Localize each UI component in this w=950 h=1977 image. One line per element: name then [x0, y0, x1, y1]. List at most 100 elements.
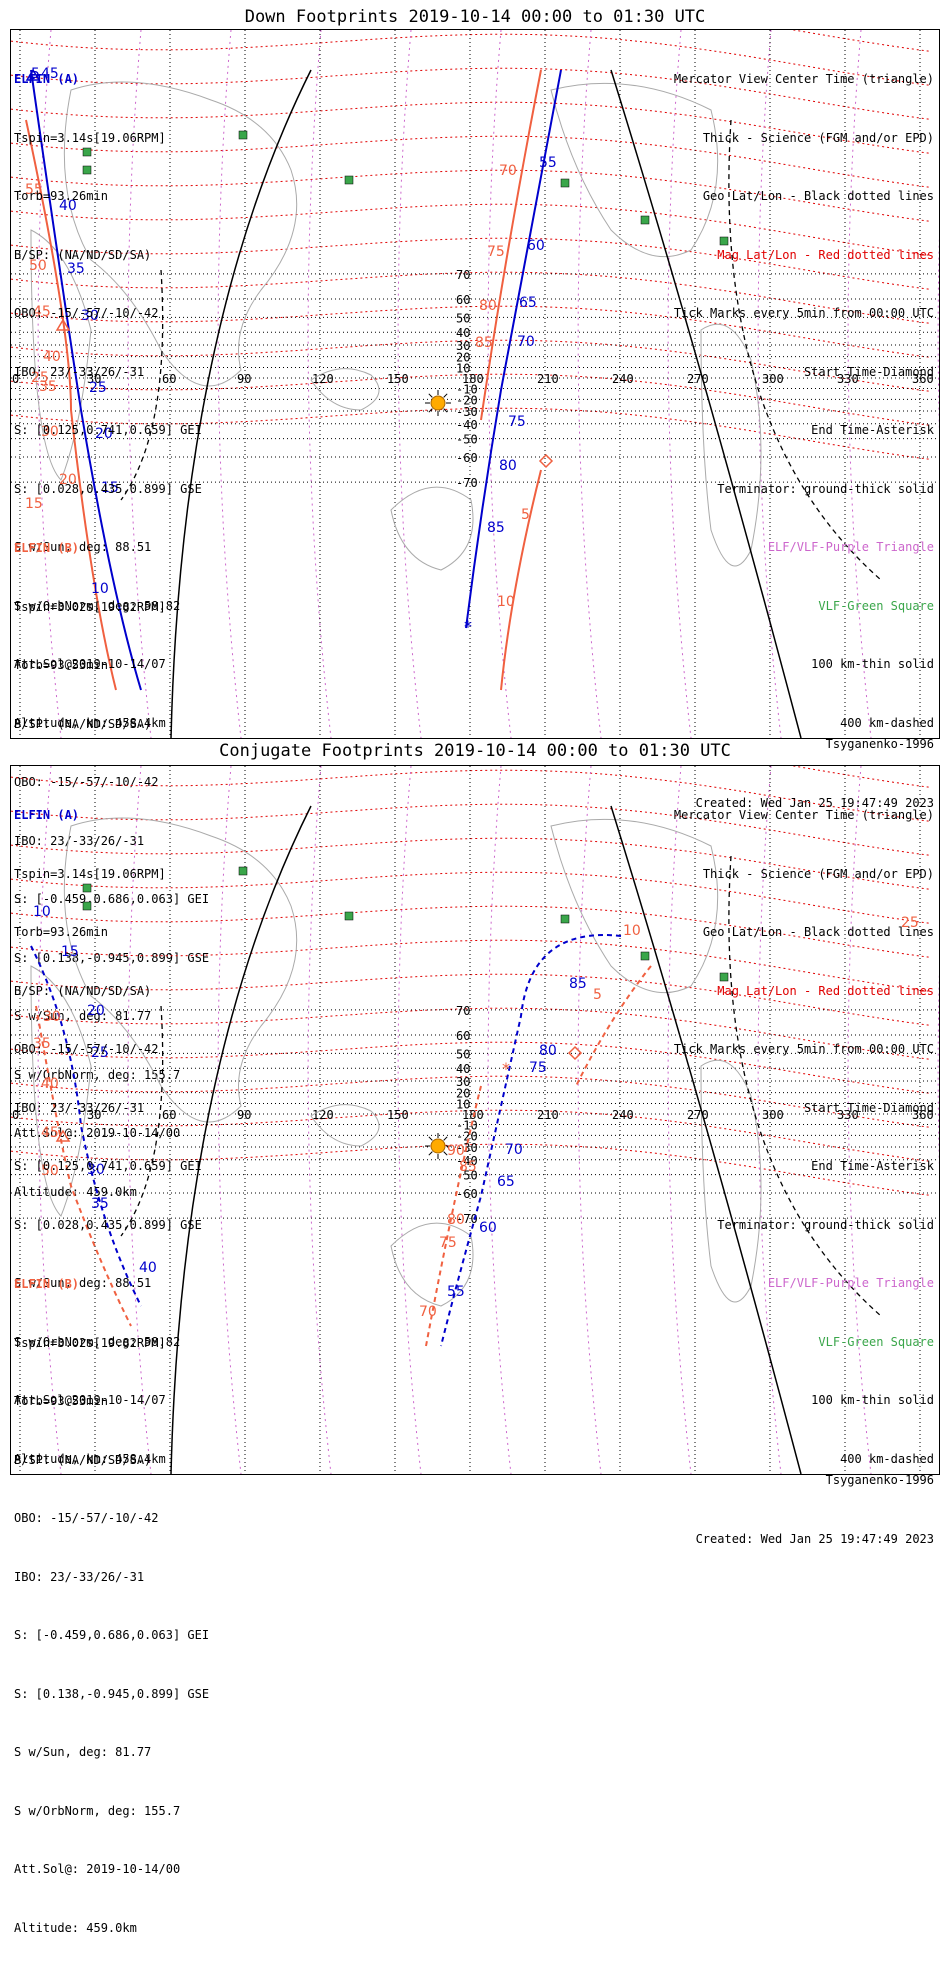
elfin-a-line: S: [0.028,0.435,0.899] GSE: [14, 481, 202, 496]
map-panel-conjugate: 0 30 60 90 120 150 180 210 240 270 300 330 360 70 60 50…: [10, 765, 940, 1935]
mag-lat-line: [11, 1041, 932, 1094]
green-square-icon: [640, 215, 650, 225]
coastline: [310, 368, 380, 411]
lon-label: 360: [912, 1108, 934, 1122]
mag-lon-line: [487, 30, 512, 738]
track-b-tick: 50: [41, 1163, 59, 1179]
panel-title-down: Down Footprints 2019-10-14 00:00 to 01:3…: [244, 7, 706, 27]
mag-lon-line: [217, 766, 242, 1474]
elfin-a-line: S: [0.125,0.741,0.659] GEI: [14, 1159, 202, 1173]
coastline: [310, 1104, 380, 1147]
lat-label: 70: [456, 1004, 470, 1018]
mag-lon-line: [397, 30, 422, 738]
elfin-b-line: S: [-0.459,0.686,0.063] GEI: [14, 892, 210, 906]
legend-item: VLF-Green Square: [818, 1334, 934, 1349]
track-b-tick: 30: [43, 1009, 61, 1025]
track-a-tick: 55: [539, 155, 557, 171]
track-b-tick: 75: [439, 1235, 457, 1251]
mag-lon-line: [757, 30, 782, 738]
mag-lon-line: [937, 235, 939, 432]
mag-lon-line: [577, 766, 602, 1474]
mag-lat-line: [11, 803, 932, 856]
green-square-icon: [238, 866, 248, 876]
legend-item: Thick - Science (FGM and/or EPD): [702, 130, 934, 145]
sun-ray: [428, 1136, 433, 1141]
panel-title-conjugate: Conjugate Footprints 2019-10-14 00:00 to…: [219, 741, 731, 761]
elfin-a-line: OBO: -15/-57/-10/-42: [14, 1042, 159, 1056]
coastline: [550, 818, 719, 994]
elfin-a-line: S w/OrbNorm, deg: 58.82: [14, 1334, 181, 1349]
coastline: [390, 486, 474, 571]
elfin-a-line: Tspin=3.14s[19.06RPM]: [14, 866, 166, 881]
created-timestamp: Created: Wed Jan 25 19:47:49 2023: [695, 1531, 934, 1546]
map-canvas-down: 0 30 60 90 120 150 180 210 240 270 300 330 360706050…: [11, 30, 939, 738]
elfin-b-header: ELFIN (B): [14, 1277, 80, 1291]
elfin-a-line: Torb=93.26min: [14, 189, 108, 203]
track-b-tick: 45: [33, 304, 51, 320]
green-square-icon: [344, 911, 354, 921]
lon-label: 240: [612, 372, 634, 386]
elfin-b-line: B/SP: (NA/ND/SD/SA): [14, 716, 152, 731]
mag-lat-line: [11, 33, 932, 86]
track-a-tick: 85: [487, 520, 505, 536]
terminator-line: [170, 805, 312, 1474]
mag-lon-line: [307, 30, 332, 738]
terminator-400km: [120, 269, 164, 501]
green-square-icon: [344, 175, 354, 185]
sun-ray: [428, 393, 433, 398]
track-a-tick: 15: [101, 480, 119, 496]
elfin-b-line: S: [0.138,-0.945,0.899] GSE: [14, 1686, 210, 1701]
elfin-a-line: S w/Sun, deg: 88.51: [14, 1276, 152, 1290]
track-a-tick: 85: [569, 976, 587, 992]
asterisk-icon: *: [502, 1059, 510, 1078]
elfin-b-line: S w/OrbNorm, deg: 155.7: [14, 1803, 181, 1818]
lon-label: 330: [837, 372, 859, 386]
track-a-tick: 25: [89, 380, 107, 396]
green-square-icon: [238, 130, 248, 140]
track-a-tick: 80: [539, 1043, 557, 1059]
track-b-tick: 70: [499, 163, 517, 179]
triangle-icon: [55, 1129, 71, 1142]
elfin-a-header: ELFIN (A): [14, 72, 80, 86]
mag-lat-line: [11, 101, 932, 154]
track-b-tick: 10: [623, 923, 641, 939]
track-a-tick: 70: [505, 1142, 523, 1158]
elfin-a-line: Att.Sol@2019-10-14/07: [14, 657, 166, 671]
lat-label: -50: [456, 1169, 478, 1183]
elfin-b-line: IBO: 23/-33/26/-31: [14, 1569, 145, 1584]
track-b-tick: 10: [497, 594, 515, 610]
legend-item: Tick Marks every 5min from 00:00 UTC: [673, 1042, 934, 1056]
elfin-b-line: S: [-0.459,0.686,0.063] GEI: [14, 1628, 210, 1642]
elfin-b-line: Torb=93.53min: [14, 658, 108, 672]
sun-ray: [443, 408, 448, 413]
elfin-b-line: Tspin=3.02s[19.82RPM]: [14, 1335, 166, 1350]
mag-lat-line: [11, 203, 932, 256]
track-a-tick: 80: [499, 458, 517, 474]
sun-icon: [430, 395, 446, 411]
green-square-icon: [82, 147, 92, 157]
green-square-icon: [719, 972, 729, 982]
lat-label: -70: [456, 1212, 478, 1226]
track-b-tick: 75: [487, 244, 505, 260]
mag-lat-line: [11, 1109, 932, 1162]
elfin-b-line: Tspin=3.02s[19.82RPM]: [14, 599, 166, 614]
track-a-tick: 60: [479, 1220, 497, 1236]
coastline: [30, 965, 92, 1217]
green-square-icon: [640, 951, 650, 961]
track-b-tick: 90: [447, 1143, 465, 1159]
mag-lon-line: [37, 30, 62, 738]
legend-item: 400 km-dashed: [840, 1451, 934, 1466]
elfin-a-track: [30, 945, 142, 1307]
track-a-tick: 75: [529, 1060, 547, 1076]
lon-label: 120: [312, 372, 334, 386]
elfin-a-info: ELFIN (A) Tspin=3.14s[19.06RPM] Torb=93.…: [14, 767, 202, 1508]
elfin-b-line: S: [0.138,-0.945,0.899] GSE: [14, 950, 210, 965]
sun-ray: [443, 1151, 448, 1156]
mag-lat-line: [11, 973, 932, 1026]
elfin-a-info: ELFIN (A) Tspin=3.14s[19.06RPM] Torb=93.…: [14, 31, 202, 772]
elfin-a-line: Tspin=3.14s[19.06RPM]: [14, 130, 166, 145]
lat-label: 60: [456, 1029, 470, 1043]
mag-lat-line: [11, 1007, 932, 1060]
track-a-tick: 20: [95, 426, 113, 442]
sun-ray: [428, 408, 433, 413]
